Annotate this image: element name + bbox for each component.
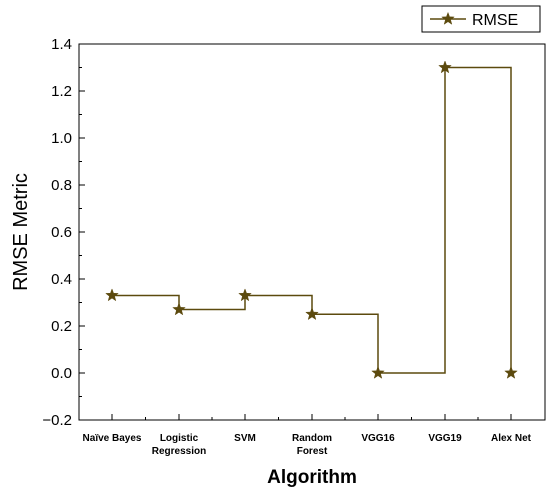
x-tick-label: SVM	[234, 433, 256, 444]
x-tick-label-line: SVM	[234, 433, 256, 444]
x-tick-label-line: Forest	[297, 446, 328, 457]
legend-label: RMSE	[472, 12, 518, 29]
series-layer	[105, 60, 518, 379]
x-tick-label: Random Forest	[292, 433, 332, 457]
x-axis: Naïve Bayes Logistic Regression SVM Random Fo…	[83, 414, 532, 457]
rmse-data-point	[371, 365, 385, 379]
x-tick-label: Naïve Bayes	[83, 433, 142, 444]
y-tick-label: 0.0	[51, 365, 72, 382]
y-tick-label: 1.4	[51, 36, 72, 53]
x-tick-label-line: Random	[292, 433, 332, 444]
x-tick-label-line: Naïve Bayes	[83, 433, 142, 444]
y-tick-label: 0.4	[51, 271, 72, 288]
rmse-data-point	[105, 288, 119, 302]
y-axis-title: RMSE Metric	[10, 173, 32, 291]
x-tick-label: Logistic Regression	[152, 433, 206, 457]
rmse-data-point	[172, 302, 186, 316]
rmse-step-line	[112, 66, 512, 374]
x-tick-label: VGG19	[428, 433, 462, 444]
x-tick-label: Alex Net	[491, 433, 532, 444]
x-axis-title: Algorithm	[267, 467, 357, 488]
legend: RMSE	[421, 5, 541, 33]
y-tick-label: 0.8	[51, 177, 72, 194]
y-tick-label: 0.6	[51, 224, 72, 241]
x-tick-label-line: Alex Net	[491, 433, 532, 444]
x-tick-label-line: Regression	[152, 446, 206, 457]
rmse-data-point	[438, 60, 452, 74]
legend-star-marker	[441, 11, 455, 25]
y-axis: −0.2 0.0 0.2 0.4 0.6 0.8 1.0 1.2 1.4	[42, 36, 85, 429]
rmse-data-point	[305, 307, 319, 321]
x-tick-label-line: VGG16	[361, 433, 395, 444]
legend-star	[441, 11, 455, 25]
rmse-data-point	[238, 288, 252, 302]
y-tick-label: −0.2	[42, 412, 72, 429]
x-tick-label-line: Logistic	[160, 433, 199, 444]
x-tick-label: VGG16	[361, 433, 395, 444]
rmse-data-point	[504, 365, 518, 379]
plot-frame	[78, 43, 546, 421]
x-tick-label-line: VGG19	[428, 433, 462, 444]
y-tick-label: 1.2	[51, 83, 72, 100]
y-tick-label: 0.2	[51, 318, 72, 335]
y-tick-label: 1.0	[51, 130, 72, 147]
